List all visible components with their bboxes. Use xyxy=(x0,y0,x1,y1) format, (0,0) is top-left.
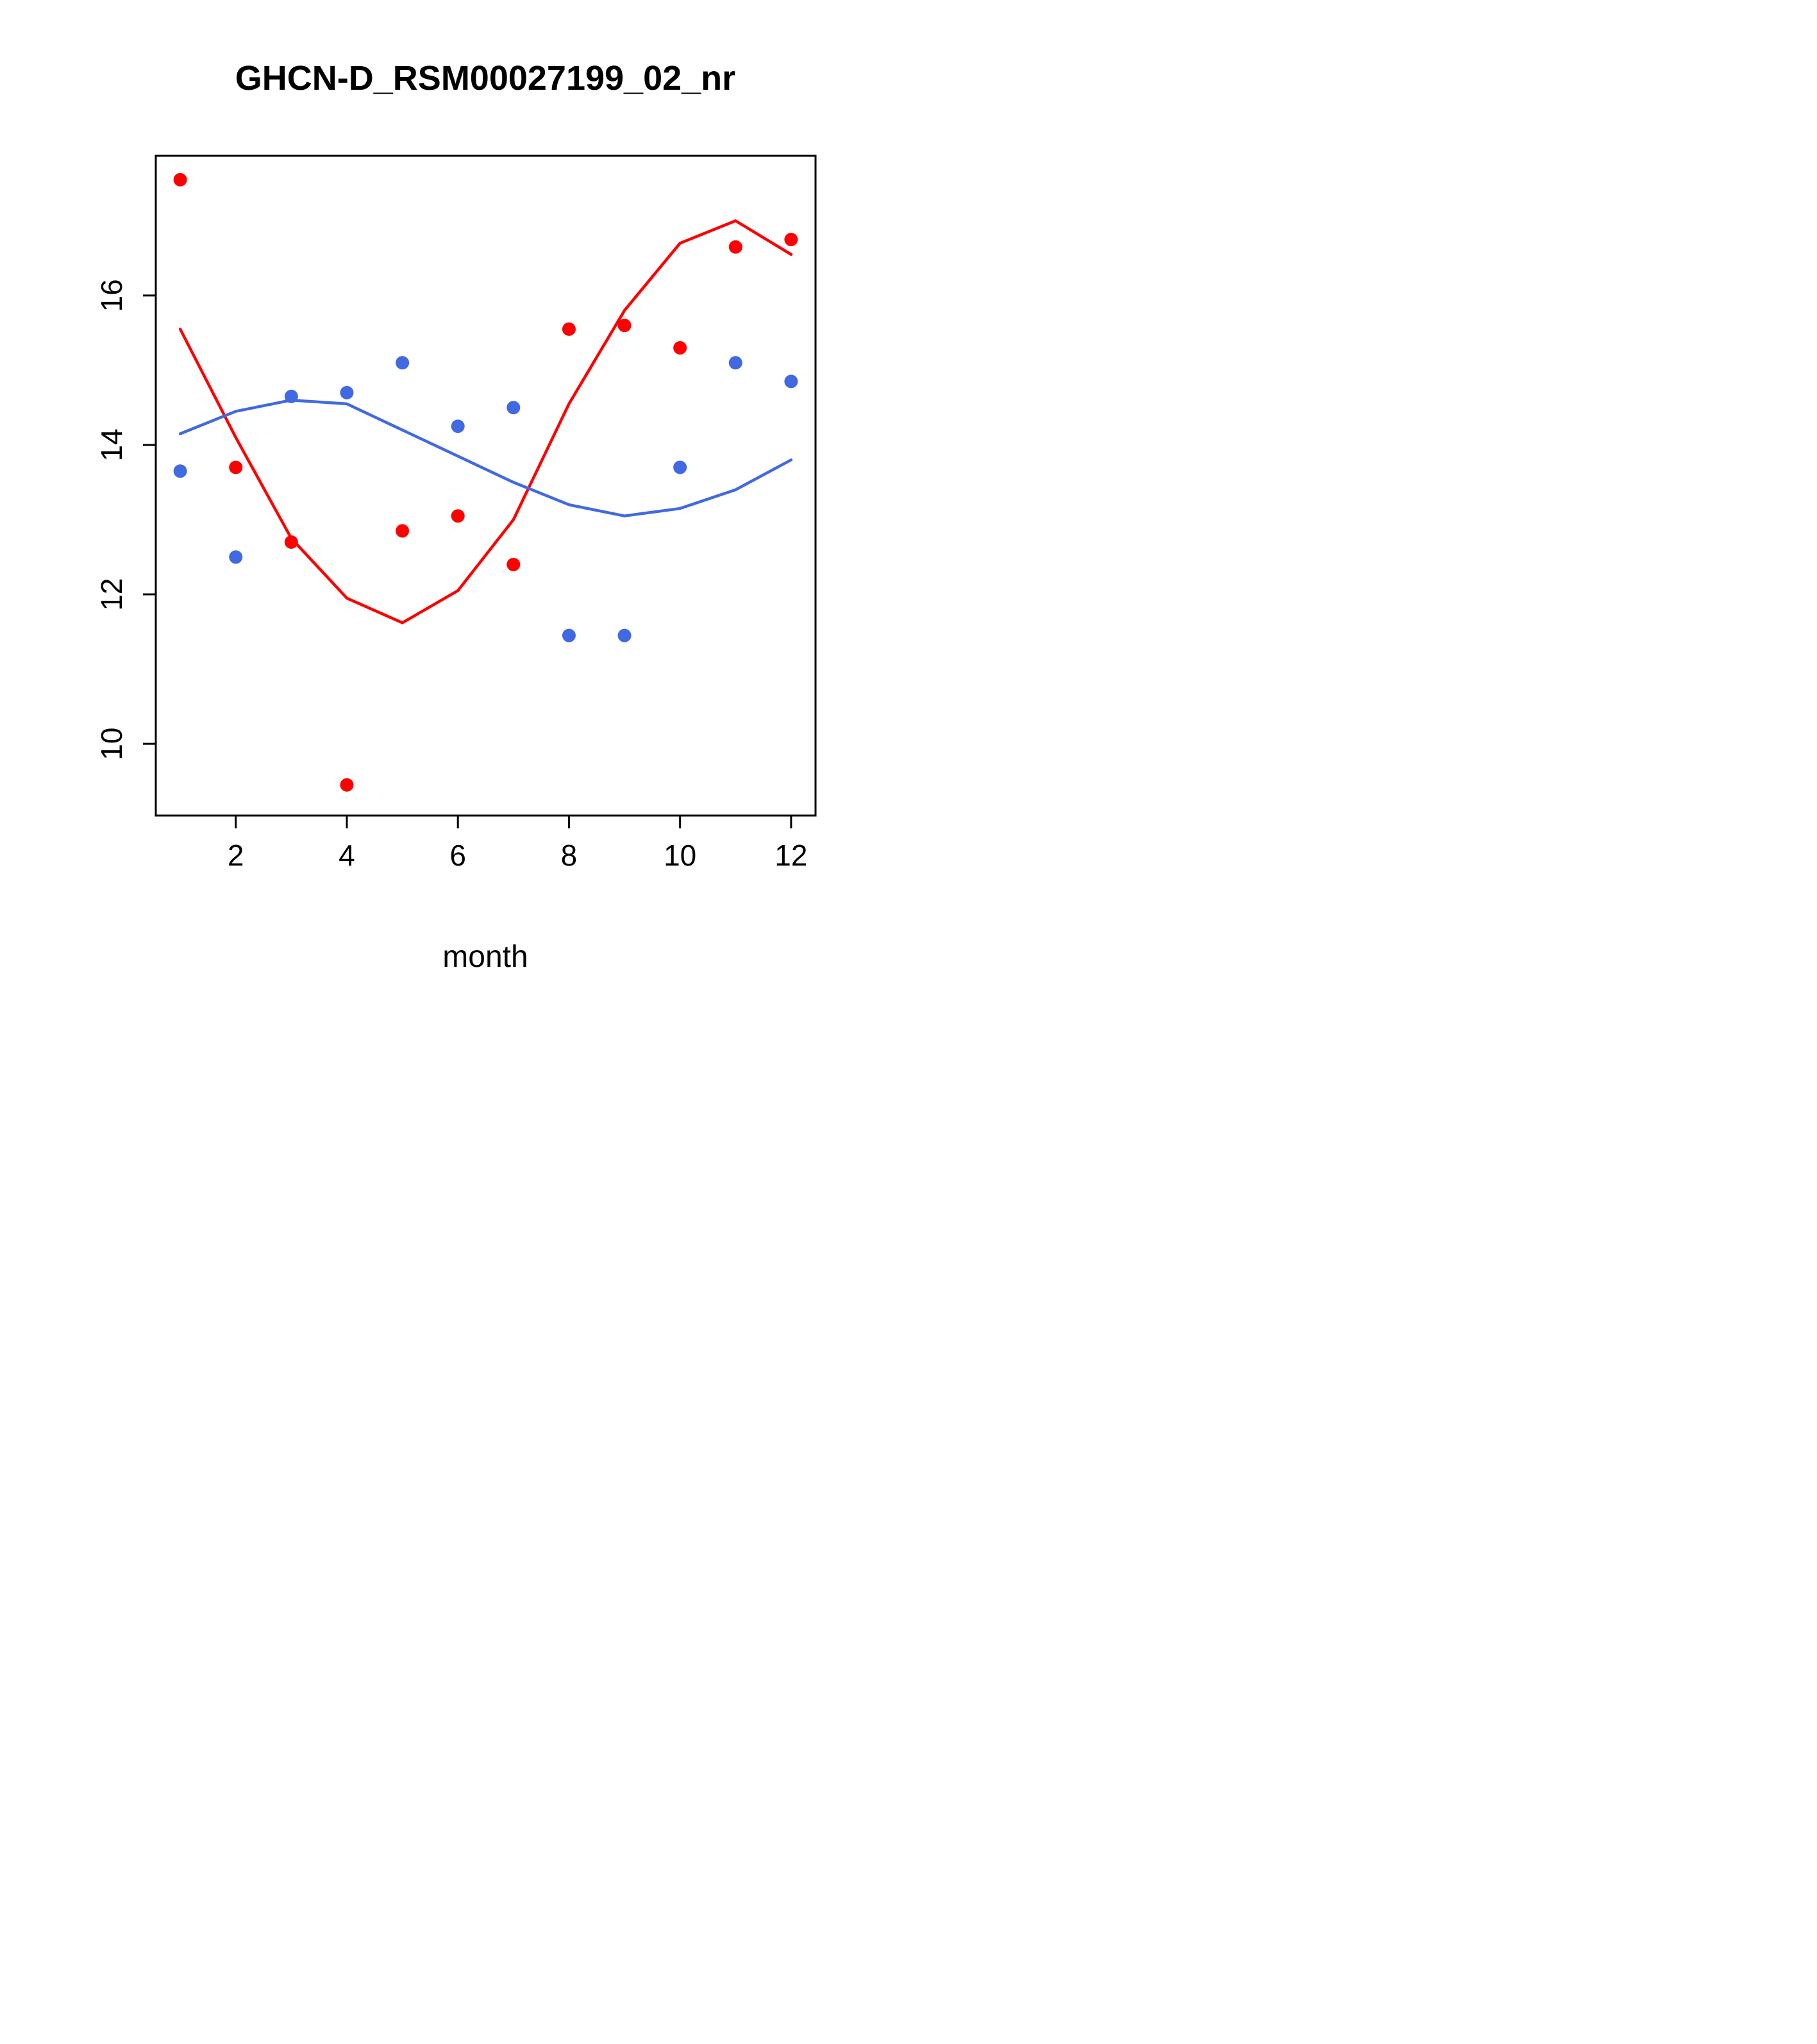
x-tick-label: 6 xyxy=(449,839,466,872)
chart-title: GHCN-D_RSM00027199_02_nr xyxy=(235,59,735,97)
x-tick-label: 12 xyxy=(775,839,807,872)
plot-area: 2 4 6 8 10 12 10 12 14 16 xyxy=(95,155,817,872)
red-point xyxy=(617,319,632,333)
blue-point xyxy=(396,356,410,370)
blue-point xyxy=(284,389,298,403)
chart-canvas: GHCN-D_RSM00027199_02_nr 2 4 6 8 10 12 10 12 14 1… xyxy=(95,59,817,974)
blue-smooth-line xyxy=(178,398,793,517)
red-point xyxy=(784,233,798,247)
red-point xyxy=(507,557,521,571)
blue-point xyxy=(784,374,798,389)
blue-point xyxy=(507,401,521,415)
red-point xyxy=(451,509,465,523)
blue-point xyxy=(617,628,632,642)
blue-point xyxy=(229,550,243,564)
y-tick-label: 16 xyxy=(95,279,128,312)
blue-point xyxy=(673,460,687,474)
x-axis-label: month xyxy=(442,940,528,974)
red-point xyxy=(562,322,576,336)
blue-point xyxy=(451,419,465,433)
x-tick-label: 2 xyxy=(228,839,244,872)
y-tick-label: 14 xyxy=(95,428,128,461)
blue-point xyxy=(340,385,354,399)
blue-point xyxy=(728,356,742,370)
x-tick-label: 4 xyxy=(339,839,355,872)
x-tick-label: 10 xyxy=(664,839,696,872)
blue-point xyxy=(562,628,576,642)
red-smooth-line xyxy=(178,219,793,624)
y-tick-label: 12 xyxy=(95,578,128,610)
plot-page: GHCN-D_RSM00027199_02_nr 2 4 6 8 10 12 10 12 14 1… xyxy=(0,0,908,1022)
red-point xyxy=(340,778,354,792)
plot-border xyxy=(155,155,817,817)
red-point xyxy=(229,460,243,474)
red-point xyxy=(396,524,410,538)
red-point xyxy=(173,172,187,187)
y-tick-label: 10 xyxy=(95,728,128,760)
red-point xyxy=(728,240,742,254)
red-point xyxy=(673,340,687,355)
x-tick-label: 8 xyxy=(561,839,578,872)
blue-point xyxy=(173,464,187,478)
red-point xyxy=(284,535,298,549)
